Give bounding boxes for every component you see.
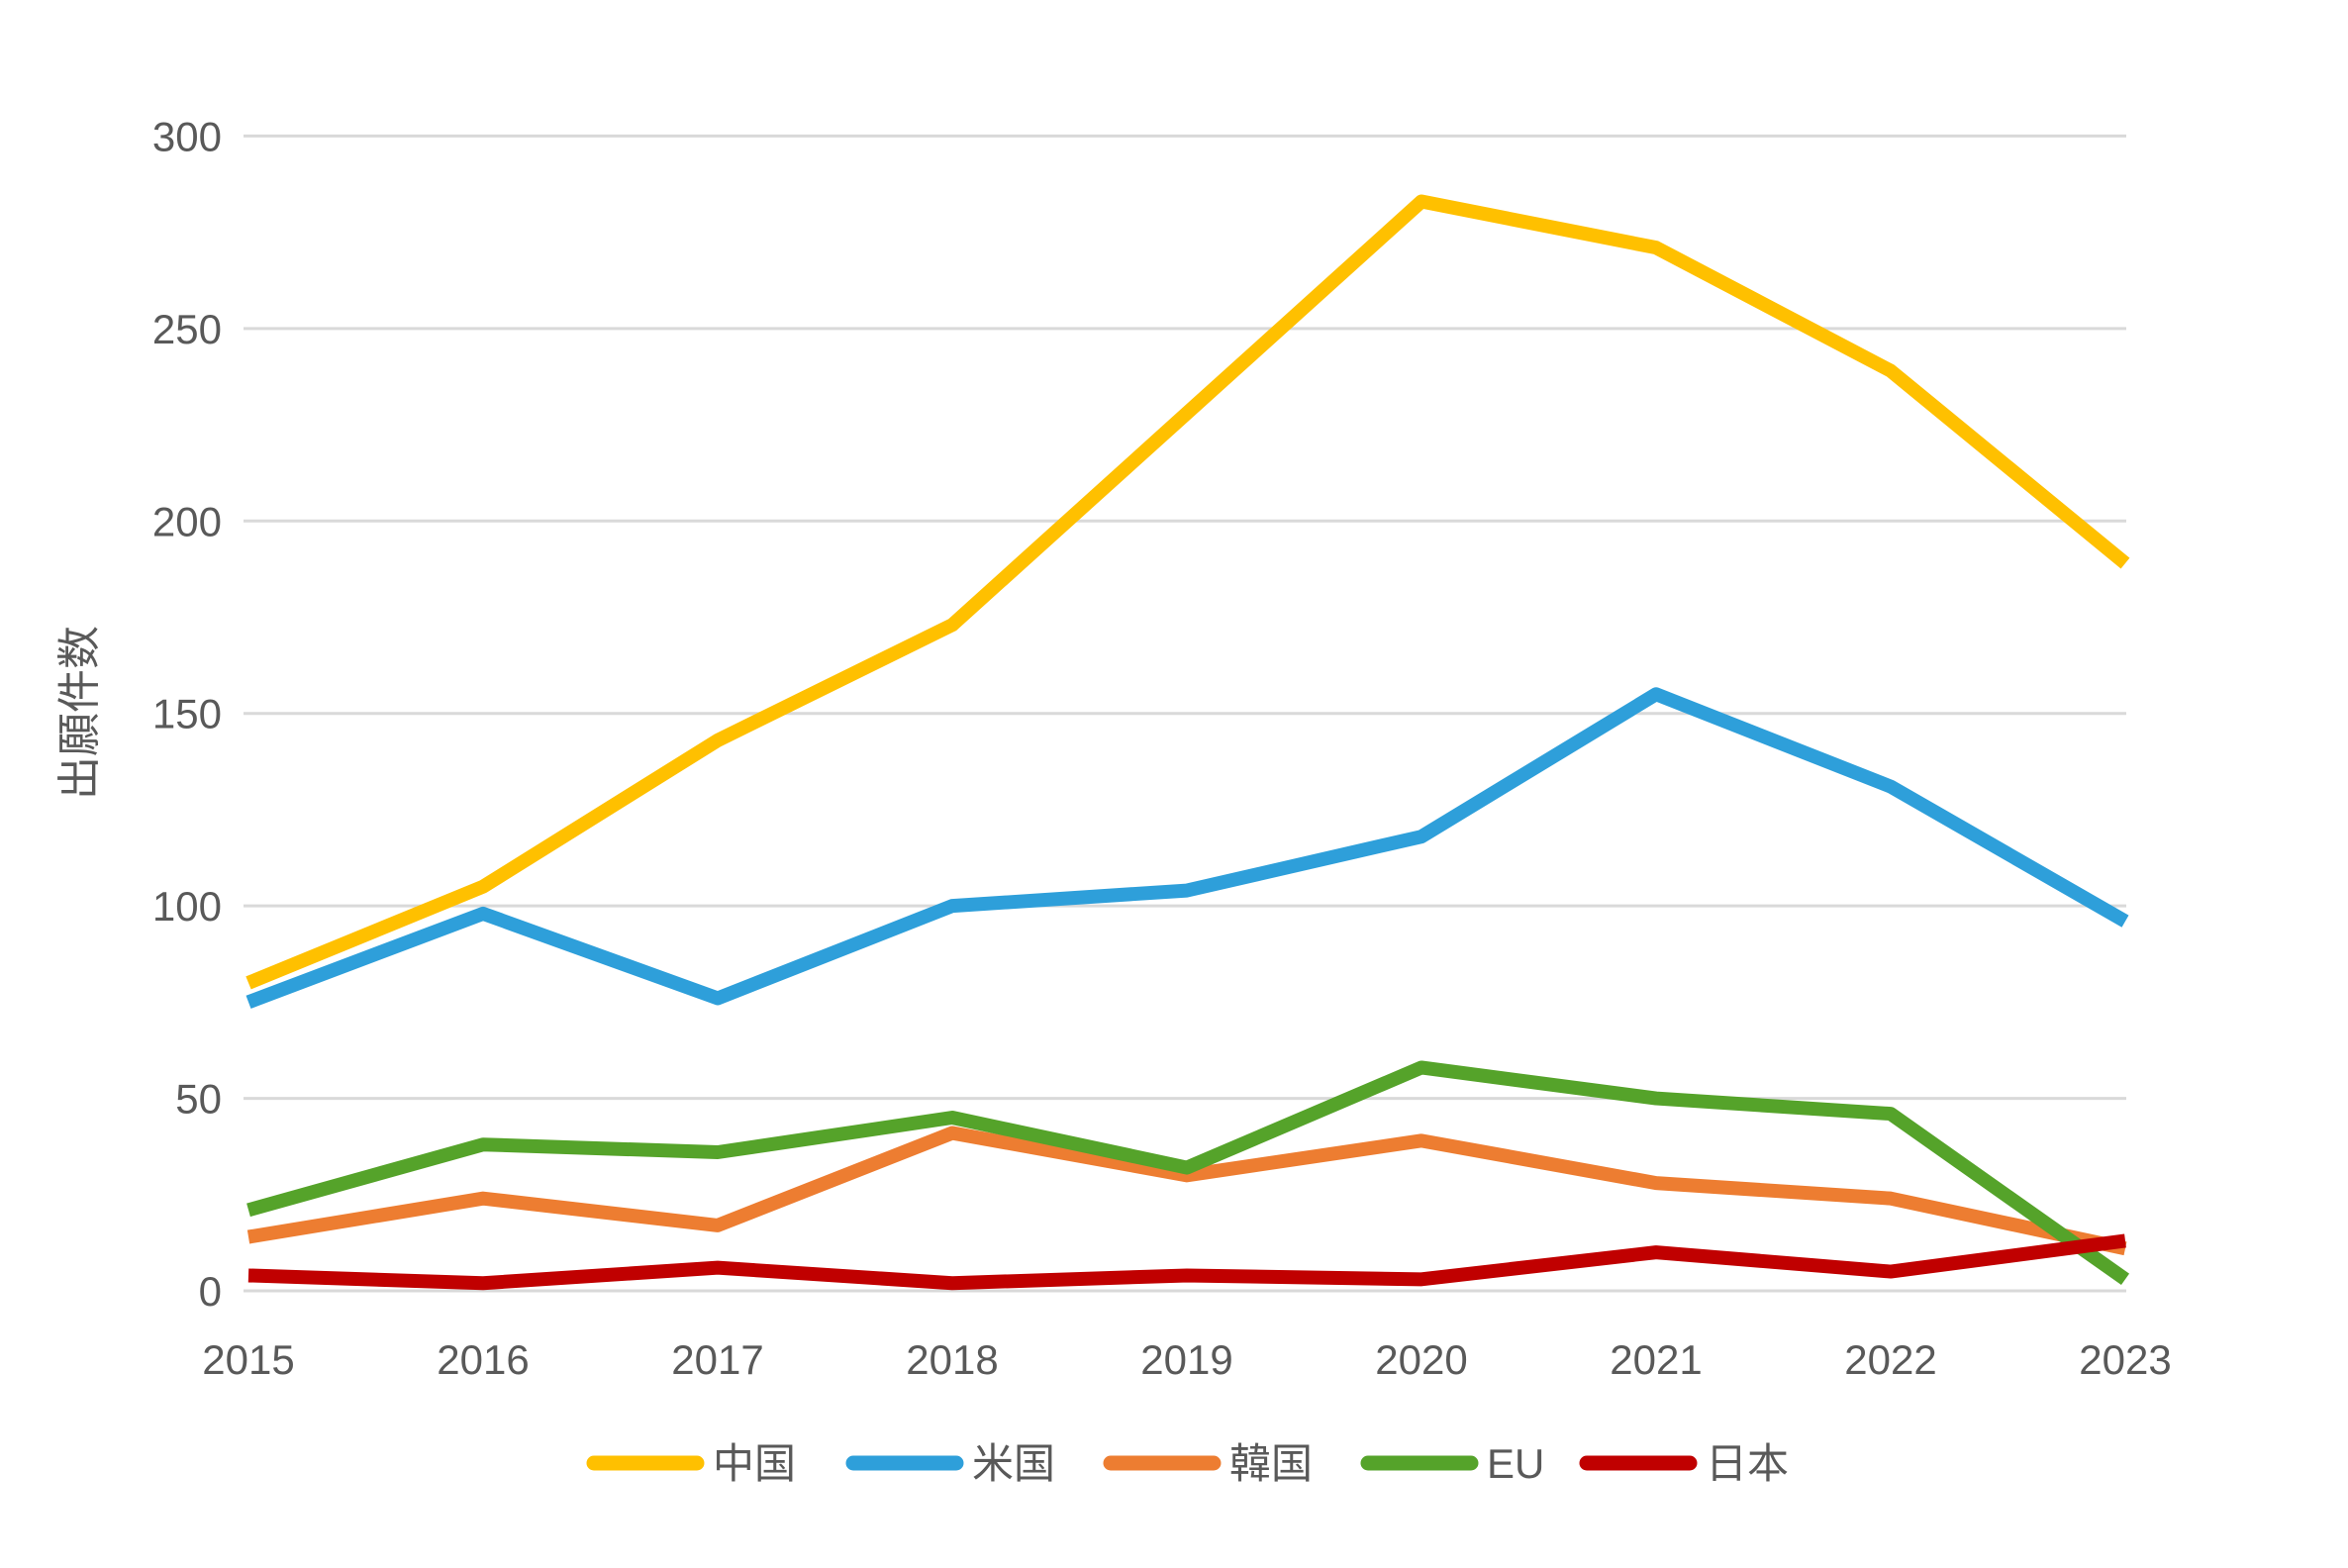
series-line-3 bbox=[246, 1060, 2130, 1286]
x-tick-label-2023: 2023 bbox=[2079, 1336, 2171, 1383]
y-tick-label-150: 150 bbox=[152, 691, 222, 737]
gridlines-group bbox=[244, 134, 2126, 1293]
legend-label-4: 日本 bbox=[1706, 1440, 1789, 1487]
x-tick-label-2017: 2017 bbox=[671, 1336, 763, 1383]
series-lines-group bbox=[245, 194, 2130, 1291]
y-axis-title: 出願件数 bbox=[55, 626, 104, 800]
x-tick-label-2016: 2016 bbox=[437, 1336, 529, 1383]
legend: 中国 米国 韓国 EU 日本 bbox=[586, 1440, 1789, 1487]
y-tick-label-250: 250 bbox=[152, 306, 222, 352]
series-line-0 bbox=[245, 194, 2130, 990]
series-line-4 bbox=[247, 1233, 2126, 1291]
x-axis-tick-labels: 2015 2016 2017 2018 2019 2020 2021 2022 2023 bbox=[202, 1336, 2171, 1383]
series-line-1 bbox=[245, 687, 2129, 1009]
y-tick-label-100: 100 bbox=[152, 883, 222, 930]
y-axis-tick-labels: 0 50 100 150 200 250 300 bbox=[152, 113, 222, 1315]
x-tick-label-2022: 2022 bbox=[1844, 1336, 1936, 1383]
y-tick-label-300: 300 bbox=[152, 113, 222, 159]
y-tick-label-0: 0 bbox=[199, 1268, 222, 1315]
x-tick-label-2020: 2020 bbox=[1375, 1336, 1467, 1383]
y-tick-label-200: 200 bbox=[152, 498, 222, 544]
x-tick-label-2018: 2018 bbox=[906, 1336, 998, 1383]
series-line-2 bbox=[246, 1126, 2127, 1256]
x-tick-label-2021: 2021 bbox=[1610, 1336, 1702, 1383]
x-tick-label-2015: 2015 bbox=[202, 1336, 294, 1383]
legend-label-2: 韓国 bbox=[1229, 1440, 1313, 1487]
legend-label-3: EU bbox=[1487, 1440, 1544, 1487]
y-tick-label-50: 50 bbox=[175, 1076, 222, 1123]
x-tick-label-2019: 2019 bbox=[1140, 1336, 1232, 1383]
legend-label-1: 米国 bbox=[972, 1440, 1055, 1487]
legend-label-0: 中国 bbox=[713, 1440, 796, 1487]
